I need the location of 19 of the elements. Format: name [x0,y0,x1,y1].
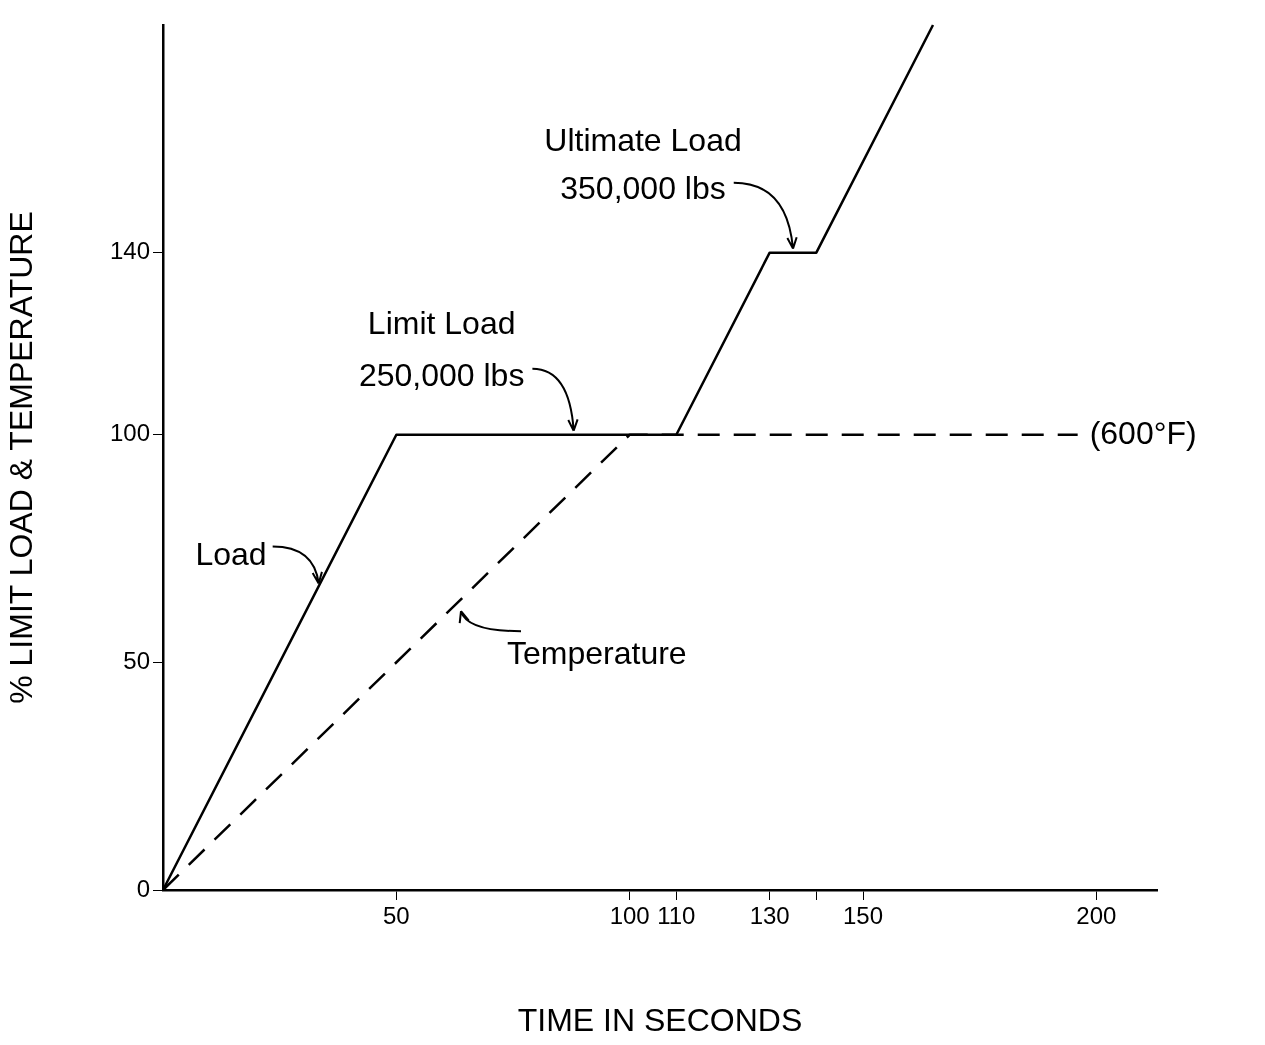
x-tick-label: 50 [382,902,410,930]
y-tick-label: 0 [136,874,150,902]
x-tick-label: 130 [749,902,790,930]
annotation: 350,000 lbs [560,170,726,207]
x-tick-label: 110 [657,902,696,930]
x-tick-label: 200 [1076,902,1117,930]
annotation: Temperature [507,635,687,672]
x-tick-label: 150 [842,902,884,930]
y-tick-label: 140 [109,237,150,265]
x-axis-title: TIME IN SECONDS [517,1001,803,1038]
x-tick-label: 100 [609,902,650,930]
y-axis-title: % LIMIT LOAD & TEMPERATURE [3,211,40,704]
annotation: 250,000 lbs [358,356,525,393]
y-tick-label: 100 [109,419,150,447]
y-tick-label: 50 [123,646,150,674]
annotation: Ultimate Load [544,122,742,159]
annotation: Limit Load [367,304,516,341]
annotation: Load [195,536,267,573]
annotation: (600°F) [1089,414,1197,451]
